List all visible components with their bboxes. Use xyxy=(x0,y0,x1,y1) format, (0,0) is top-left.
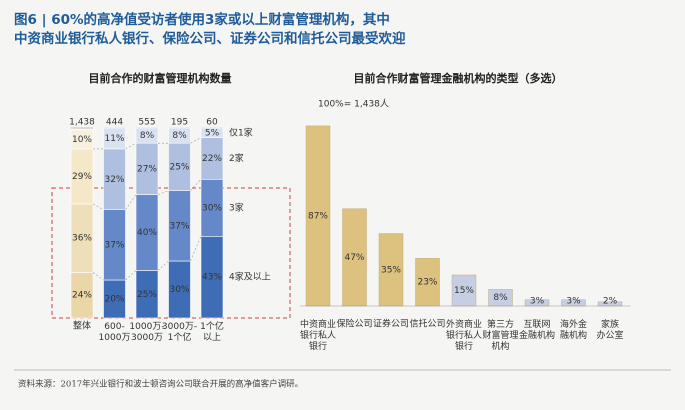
value-label: 47% xyxy=(344,253,364,263)
x-tick-label: 中资商业银行私人银行 xyxy=(300,318,336,352)
legend-label: 3家 xyxy=(229,201,244,213)
total-label: 1,438 xyxy=(69,118,95,128)
value-label: 2% xyxy=(603,297,618,307)
value-label: 22% xyxy=(202,154,222,164)
value-label: 3% xyxy=(566,297,581,307)
x-tick-label: 互联网金融机构 xyxy=(519,319,555,341)
bar-segment xyxy=(168,127,191,144)
bar xyxy=(342,208,367,307)
bar xyxy=(305,125,331,307)
bar-segment xyxy=(70,129,94,150)
value-label: 25% xyxy=(169,162,189,172)
total-label: 60 xyxy=(206,118,218,128)
x-tick-label: 家族办公室 xyxy=(596,318,623,341)
value-label: 10% xyxy=(72,135,92,145)
value-label: 23% xyxy=(417,278,437,288)
x-tick-label: 外资商业银行私人银行 xyxy=(446,318,482,352)
value-label: 30% xyxy=(169,285,189,295)
legend-label: 仅1家 xyxy=(229,126,253,138)
x-tick-label: 600-1000万 xyxy=(99,322,131,343)
value-label: 37% xyxy=(169,221,189,231)
value-label: 27% xyxy=(137,164,157,174)
connector xyxy=(190,236,202,262)
chart-title: 目前合作财富管理金融机构的类型（多选） xyxy=(354,71,563,85)
value-label: 25% xyxy=(137,290,157,300)
x-tick-label: 第三方财富管理机构 xyxy=(482,318,518,352)
value-label: 8% xyxy=(172,131,187,141)
value-label: 40% xyxy=(137,228,157,238)
connector xyxy=(125,194,137,210)
x-tick-label: 整体 xyxy=(73,320,91,332)
x-tick-label: 1个亿以上 xyxy=(200,320,224,343)
value-label: 32% xyxy=(104,175,124,185)
x-tick-label: 3000万-1个亿 xyxy=(162,322,197,343)
x-tick-label: 保险公司 xyxy=(336,318,372,330)
page-title: 图6 | 60%的高净值受访者使用3家或以上财富管理机构，其中中资商业银行私人银… xyxy=(14,11,406,47)
value-label: 24% xyxy=(72,291,92,301)
chart-title: 目前合作的财富管理机构数量 xyxy=(89,71,232,85)
bar xyxy=(451,274,477,307)
value-label: 37% xyxy=(104,240,124,250)
bar xyxy=(378,233,404,307)
value-label: 29% xyxy=(72,172,92,182)
bar-segment xyxy=(103,127,126,150)
value-label: 11% xyxy=(104,134,124,144)
bar-segment xyxy=(135,127,159,144)
legend-label: 4家及以上 xyxy=(229,271,271,283)
value-label: 20% xyxy=(104,295,124,305)
value-label: 5% xyxy=(205,128,220,138)
x-tick-label: 海外金融机构 xyxy=(560,318,587,341)
value-label: 8% xyxy=(140,131,155,141)
total-label: 555 xyxy=(138,118,155,128)
bar xyxy=(415,258,440,307)
x-tick-label: 证券公司 xyxy=(373,318,409,330)
value-label: 30% xyxy=(202,203,222,213)
value-label: 43% xyxy=(202,273,222,283)
annotation: 100%= 1,438人 xyxy=(318,99,389,110)
value-label: 3% xyxy=(530,297,545,307)
total-label: 444 xyxy=(106,118,123,128)
value-label: 87% xyxy=(308,211,328,221)
connector xyxy=(92,203,104,210)
bar-segment xyxy=(200,127,224,138)
connector xyxy=(190,179,202,191)
x-tick-label: 1000万-3000万 xyxy=(129,322,164,343)
legend-label: 2家 xyxy=(229,152,244,164)
connector xyxy=(125,142,137,150)
total-label: 195 xyxy=(171,118,188,128)
source-note: 资料来源：2017年兴业银行和波士顿咨询公司联合开展的高净值客户调研。 xyxy=(18,379,303,390)
value-label: 35% xyxy=(381,265,401,275)
connector xyxy=(190,137,202,144)
value-label: 36% xyxy=(72,234,92,244)
connector xyxy=(157,190,169,195)
value-label: 8% xyxy=(493,293,508,303)
value-label: 15% xyxy=(454,286,474,296)
x-tick-label: 信托公司 xyxy=(409,318,445,330)
